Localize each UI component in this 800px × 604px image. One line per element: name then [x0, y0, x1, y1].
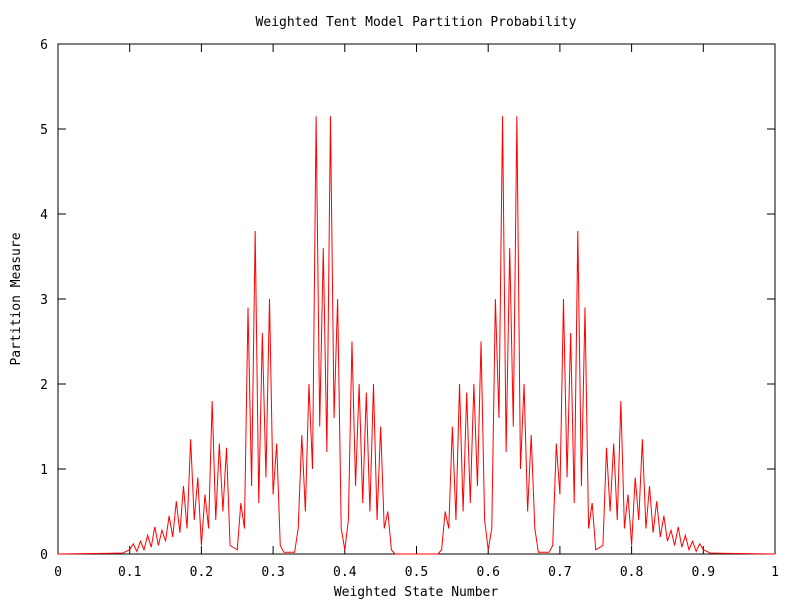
x-tick-label: 0.9 — [692, 565, 715, 580]
x-tick-label: 1 — [771, 565, 779, 580]
x-tick-label: 0.3 — [261, 565, 284, 580]
y-tick-label: 6 — [40, 38, 48, 53]
y-tick-label: 0 — [40, 548, 48, 563]
x-tick-label: 0.5 — [405, 565, 428, 580]
y-tick-label: 4 — [40, 208, 48, 223]
data-line — [57, 116, 776, 555]
y-tick-label: 3 — [40, 293, 48, 308]
y-tick-label: 2 — [40, 378, 48, 393]
x-tick-label: 0.8 — [620, 565, 643, 580]
x-tick-label: 0.1 — [118, 565, 141, 580]
x-tick-label: 0.2 — [190, 565, 213, 580]
y-tick-label: 1 — [40, 463, 48, 478]
x-tick-label: 0 — [54, 565, 62, 580]
y-tick-label: 5 — [40, 123, 48, 138]
y-axis-label: Partition Measure — [9, 232, 24, 365]
x-tick-label: 0.7 — [548, 565, 571, 580]
chart-title: Weighted Tent Model Partition Probabilit… — [256, 15, 577, 30]
x-tick-label: 0.4 — [333, 565, 357, 580]
x-axis-label: Weighted State Number — [334, 585, 499, 600]
x-tick-label: 0.6 — [476, 565, 499, 580]
